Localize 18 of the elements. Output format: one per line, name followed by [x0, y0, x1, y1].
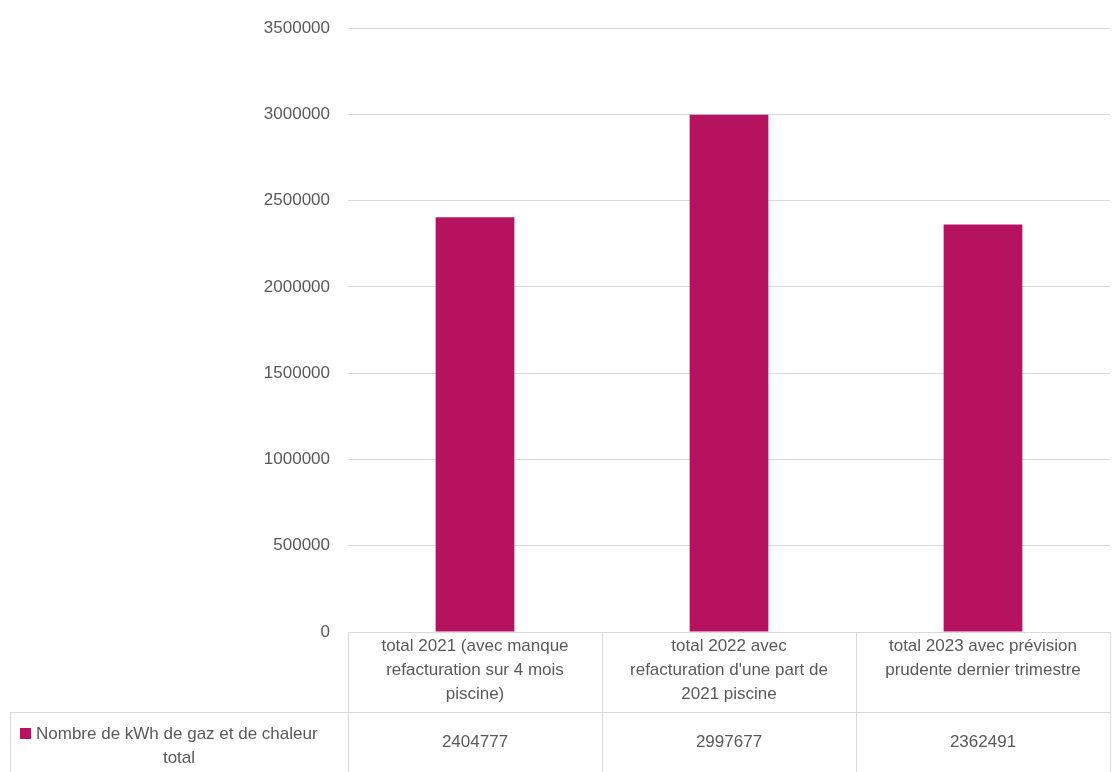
y-tick-label: 2500000 [263, 190, 330, 210]
y-tick-label: 500000 [273, 535, 330, 555]
y-tick-label: 3000000 [263, 104, 330, 124]
y-tick-label: 1500000 [263, 362, 330, 382]
y-tick-label: 3500000 [263, 17, 330, 37]
bar [435, 217, 515, 632]
data-label: 2362491 [949, 731, 1017, 751]
x-tick-label: total 2023 avec prévision prudente dernier trimestre [885, 635, 1081, 679]
bar [689, 114, 769, 632]
bar [943, 224, 1023, 632]
data-label: 2997677 [695, 731, 763, 751]
legend-label: Nombre de kWh de gaz et de chaleur total [36, 723, 318, 767]
data-label: 2404777 [441, 731, 509, 751]
y-tick-label: 1000000 [263, 449, 330, 469]
x-tick-label: total 2021 (avec manque refacturation sur 4 mois piscine) [381, 635, 569, 703]
y-tick-label: 2000000 [263, 276, 330, 296]
x-tick-label: total 2022 avec refacturation d'une part de 2021 piscine [630, 635, 828, 703]
y-tick-label: 0 [320, 621, 330, 641]
